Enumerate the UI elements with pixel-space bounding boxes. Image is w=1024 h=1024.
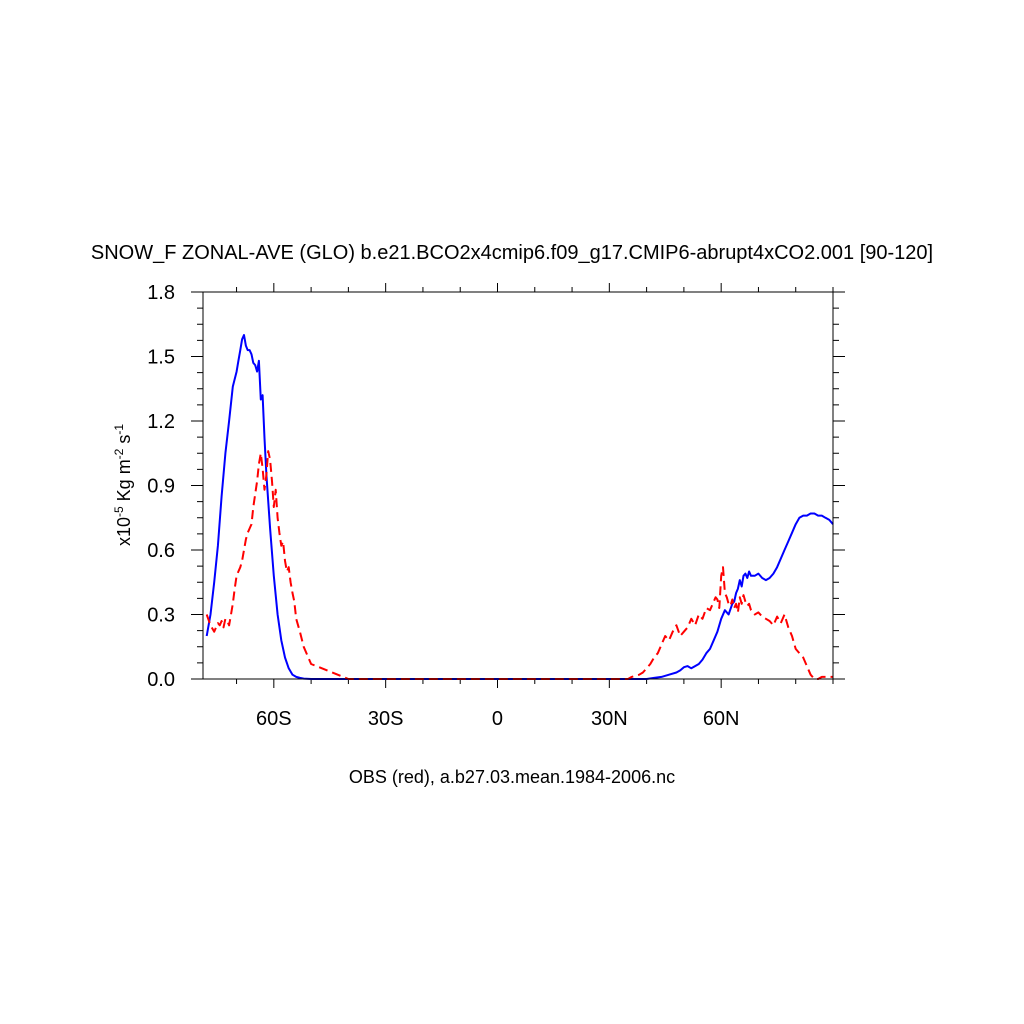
series-layer xyxy=(205,334,834,680)
x-axis-ticks: 60S 30S 0 30N 60N xyxy=(236,283,834,730)
y-tick-label: 0.9 xyxy=(147,476,175,498)
y-axis-label-exp3: -1 xyxy=(112,424,126,435)
chart-title: SNOW_F ZONAL-AVE (GLO) b.e21.BCO2x4cmip6… xyxy=(91,242,933,264)
plot-area: 60S 30S 0 30N 60N 0.0 0.3 0.6 0.9 1.2 1.5 1.8 xyxy=(147,282,845,730)
y-axis-label-exp1: -5 xyxy=(112,506,126,517)
series-line-1 xyxy=(205,334,834,680)
y-tick-label: 0.6 xyxy=(147,540,175,562)
series-line-2 xyxy=(205,450,833,680)
x-tick-label: 30S xyxy=(368,708,404,730)
plot-frame xyxy=(202,291,834,680)
x-axis-caption: OBS (red), a.b27.03.mean.1984-2006.nc xyxy=(349,767,675,787)
x-tick-label: 60S xyxy=(256,708,292,730)
x-tick-label: 0 xyxy=(492,708,503,730)
y-tick-label: 0.0 xyxy=(147,669,175,691)
y-tick-label: 1.8 xyxy=(147,282,175,304)
y-axis-label-prefix: x10 xyxy=(114,517,134,546)
y-axis-label-mid2: s xyxy=(114,435,134,449)
y-axis-label: x10-5 Kg m-2 s-1 xyxy=(112,424,134,546)
y-tick-label: 1.2 xyxy=(147,411,175,433)
x-tick-label: 60N xyxy=(703,708,740,730)
y-axis-ticks: 0.0 0.3 0.6 0.9 1.2 1.5 1.8 xyxy=(147,282,845,691)
y-tick-label: 0.3 xyxy=(147,605,175,627)
x-tick-label: 30N xyxy=(591,708,628,730)
y-tick-label: 1.5 xyxy=(147,347,175,369)
y-axis-label-mid: Kg m xyxy=(114,459,134,506)
y-axis-label-exp2: -2 xyxy=(112,448,126,459)
